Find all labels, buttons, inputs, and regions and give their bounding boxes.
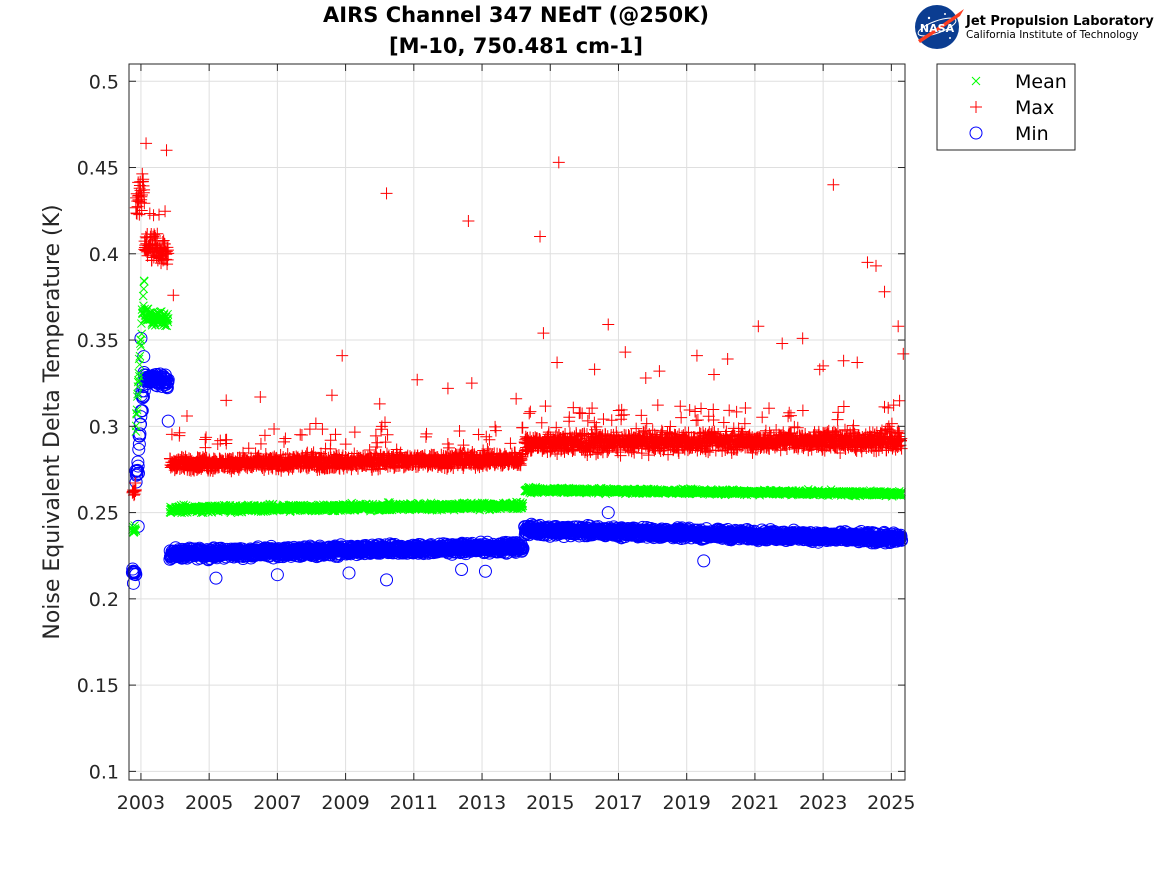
jpl-logo: NASA Jet Propulsion Laboratory Californi… xyxy=(915,5,1154,49)
chart-title-line-2: [M-10, 750.481 cm-1] xyxy=(389,34,643,58)
data-point-min xyxy=(160,381,174,395)
nasa-wordmark: NASA xyxy=(920,22,955,35)
data-point-min xyxy=(131,455,145,469)
nasa-vector-icon xyxy=(918,9,964,43)
logo-org-sub: California Institute of Technology xyxy=(966,29,1138,41)
data-point-min xyxy=(129,567,143,581)
data-point-min xyxy=(137,350,151,364)
series-min xyxy=(125,331,909,590)
data-point-min xyxy=(161,373,175,387)
plot-area xyxy=(129,64,905,780)
data-point-min xyxy=(131,459,145,473)
grid xyxy=(129,64,905,780)
data-point-min xyxy=(132,437,146,451)
data-point-min xyxy=(132,442,146,456)
logo-org-name: Jet Propulsion Laboratory xyxy=(965,14,1154,29)
data-points xyxy=(125,137,910,590)
data-point-min xyxy=(131,466,145,480)
chart-title-line-1: AIRS Channel 347 NEdT (@250K) xyxy=(323,3,709,27)
